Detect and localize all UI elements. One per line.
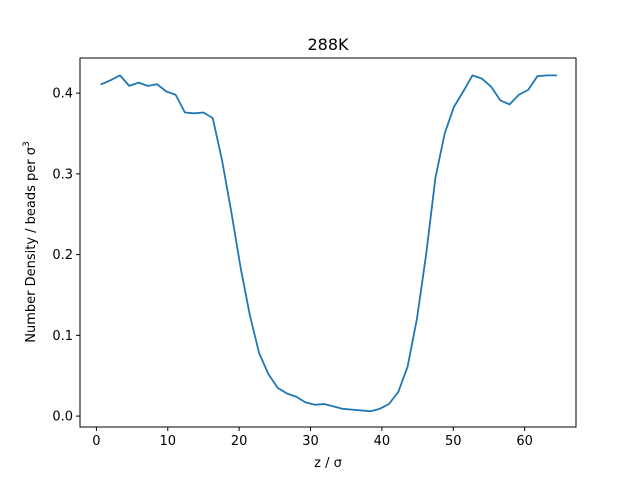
x-axis: 0 10 20 30 40 50 60 <box>92 427 533 449</box>
y-tick-label: 0.0 <box>52 410 73 425</box>
y-tick-label: 0.3 <box>52 167 73 182</box>
y-tick-label: 0.4 <box>52 87 73 102</box>
y-axis-label-superscript: 3 <box>22 141 32 147</box>
y-tick-label: 0.2 <box>52 248 73 263</box>
chart-title: 288K <box>307 35 349 54</box>
x-tick-label: 10 <box>160 434 177 449</box>
x-tick-label: 20 <box>231 434 248 449</box>
x-tick-label: 60 <box>516 434 533 449</box>
series-layer <box>100 74 557 413</box>
x-tick-label: 30 <box>302 434 319 449</box>
y-axis-label: Number Density / beads per σ3 <box>22 141 39 343</box>
plot-frame <box>79 57 577 428</box>
series-line <box>100 74 557 413</box>
plot-area <box>79 57 577 428</box>
x-axis-label: z / σ <box>314 456 342 471</box>
y-axis-label-text: Number Density / beads per σ <box>24 147 39 343</box>
x-tick-label: 40 <box>374 434 391 449</box>
x-tick-label: 0 <box>92 434 100 449</box>
x-tick-label: 50 <box>445 434 462 449</box>
plot-background <box>80 58 576 427</box>
y-axis: 0.0 0.1 0.2 0.3 0.4 <box>52 87 80 425</box>
y-tick-label: 0.1 <box>52 329 73 344</box>
